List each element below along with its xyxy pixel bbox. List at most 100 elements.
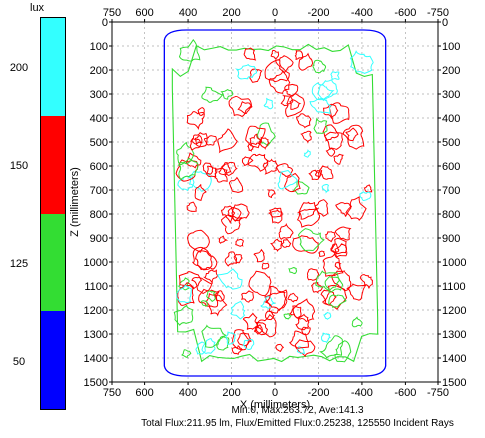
z-tick-label-right: 400 [442,113,460,125]
contour-150 [232,329,252,351]
contour-150 [197,107,205,116]
contour-200 [260,296,277,309]
contour-150 [240,290,254,303]
contour-125 [206,290,217,302]
contour-125 [257,122,276,147]
contour-150 [306,268,320,281]
contour-150 [186,201,197,212]
contour-125 [313,117,328,134]
contour-150 [328,102,350,124]
contour-125 [200,300,208,307]
contour-125 [178,38,201,62]
contour-150 [318,250,326,258]
contour-125 [201,324,227,348]
contour-125 [312,59,327,74]
contour-200 [311,82,335,101]
contour-150 [194,184,207,201]
contour-150 [295,313,310,331]
z-tick-label-right: 300 [442,89,460,101]
contour-150 [243,47,257,61]
contour-150 [258,136,270,150]
contour-150 [253,248,265,263]
contour-150 [231,203,250,222]
contour-200 [330,71,340,80]
contour-150 [324,131,344,150]
contour-150 [294,50,304,60]
contour-125-envelope [171,43,379,363]
contour-200 [321,183,330,194]
contour-150 [177,282,195,306]
contour-150 [235,238,244,247]
contour-125 [216,335,230,351]
contour-150 [334,226,352,241]
contour-150 [186,111,205,130]
contour-150 [298,52,314,71]
x-tick-label-top: 400 [179,7,197,19]
contour-150 [221,163,232,174]
contour-150 [247,153,269,172]
contour-125 [173,304,194,326]
z-tick-label-right: 800 [442,209,460,221]
z-tick-label: 1100 [84,281,108,293]
contour-150 [192,246,213,271]
contour-200 [303,149,311,158]
contour-150 [254,321,268,336]
contour-150 [346,283,368,301]
x-tick-label: 0 [272,387,278,399]
contour-200 [230,300,246,320]
z-axis-title: Z (millimeters) [69,167,81,237]
z-tick-label-right: 1200 [442,305,466,317]
contour-200 [242,339,255,351]
contour-150 [324,230,336,243]
x-tick-label: 200 [222,387,240,399]
contour-150 [308,169,320,181]
contour-150 [224,251,238,267]
contour-200 [195,341,207,355]
z-tick-label: 200 [90,65,108,77]
x-tick-label: -600 [394,387,416,399]
z-tick-label: 600 [90,161,108,173]
z-tick-label-right: 700 [442,185,460,197]
contour-150 [292,235,319,254]
contour-125 [181,349,192,358]
legend-label-150: 150 [9,160,29,172]
contour-150 [237,101,253,115]
contour-150 [214,290,225,302]
contour-150 [342,124,365,150]
x-tick-label-top: -400 [351,7,373,19]
contour-150 [322,251,344,277]
contour-125 [292,179,310,195]
contour-125 [176,141,195,165]
contour-200 [349,50,374,74]
legend-label-125: 125 [9,258,29,270]
x-tick-label-top: 600 [135,7,153,19]
contour-150 [263,158,279,175]
contour-150 [269,207,282,218]
contour-200 [296,346,306,355]
z-tick-label: 1500 [84,377,108,389]
contour-150 [335,202,352,217]
contour-150 [194,250,218,271]
z-tick-label: 1300 [84,329,108,341]
contour-150 [292,298,316,323]
contour-200 [359,191,372,202]
z-tick-label-right: 1100 [442,281,466,293]
legend-swatch-125 [41,213,65,312]
legend-swatch-50 [41,311,65,409]
contour-150 [261,262,270,270]
contour-150 [275,163,294,177]
contour-125 [334,340,352,363]
contour-150 [288,330,309,349]
z-tick-label-right: 1300 [442,329,466,341]
contour-150 [314,199,329,217]
z-tick-label: 700 [90,185,108,197]
z-tick-label-right: 1400 [442,353,466,365]
contour-150 [300,130,312,144]
contour-125 [297,228,325,252]
contour-150 [289,305,302,319]
contour-150 [253,323,263,334]
contour-150 [204,293,228,317]
contour-150 [249,133,261,145]
contour-150 [278,222,294,240]
contour-150 [227,207,242,222]
